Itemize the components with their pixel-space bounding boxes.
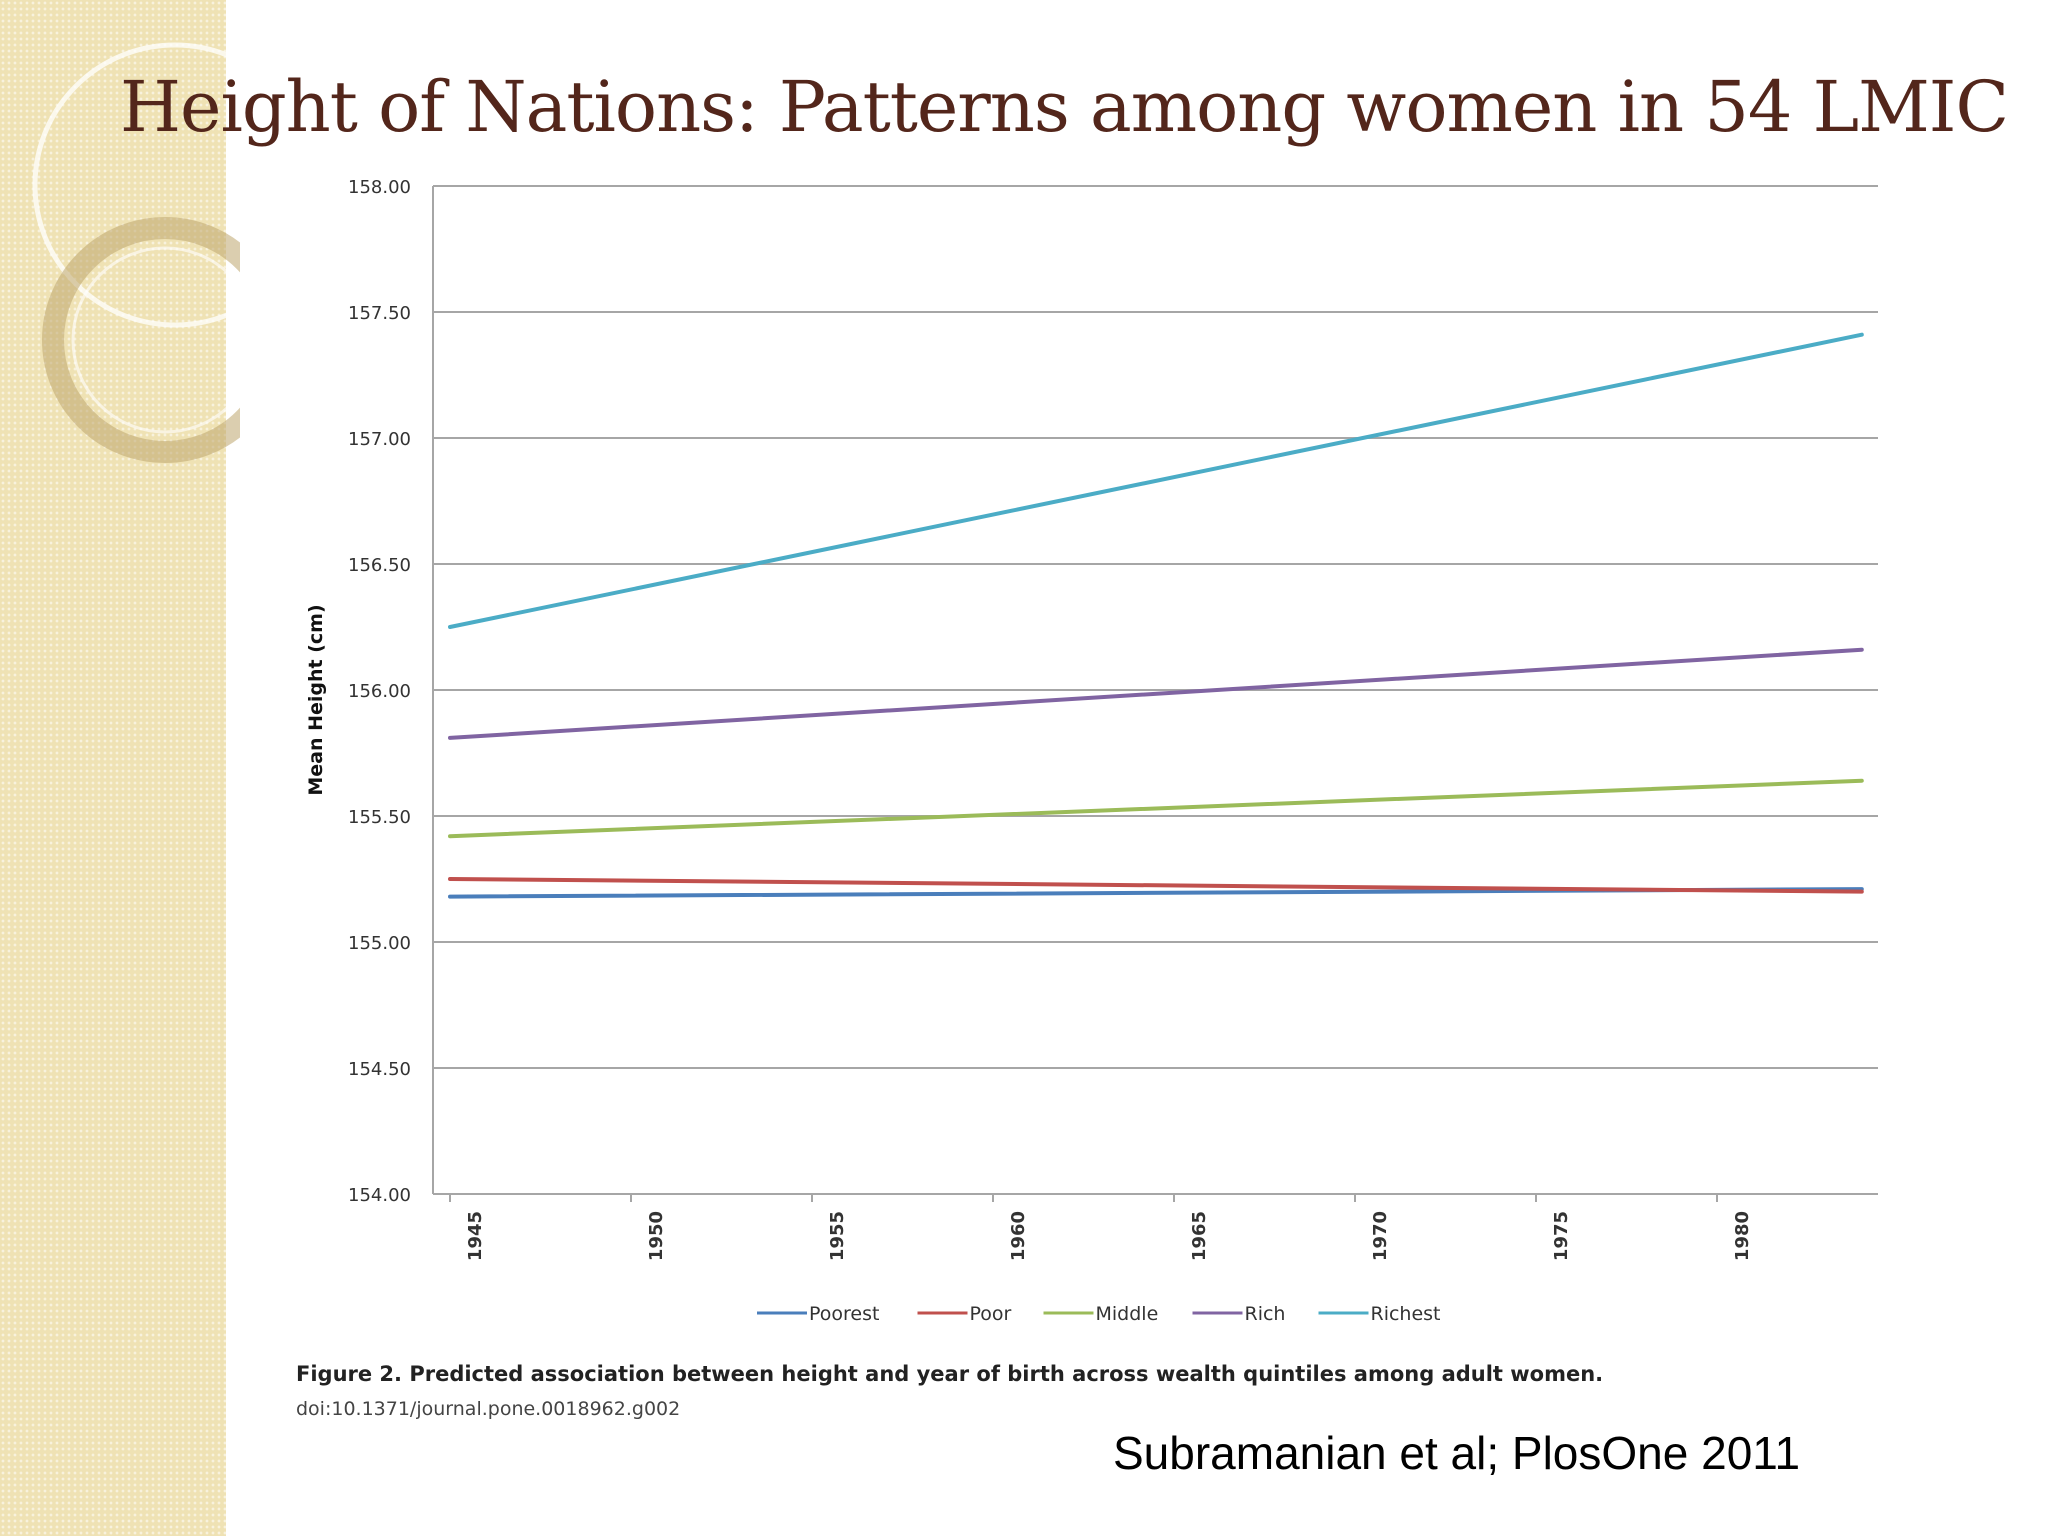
decorative-side-band xyxy=(0,0,226,1536)
citation: Subramanian et al; PlosOne 2011 xyxy=(1113,1427,1801,1479)
legend-label: Poor xyxy=(970,1303,1012,1325)
y-axis-label: Mean Height (cm) xyxy=(305,604,327,795)
series-line-richest xyxy=(448,332,1864,629)
y-tick-label: 158.00 xyxy=(348,177,411,198)
series-line-middle xyxy=(448,778,1864,839)
legend-label: Middle xyxy=(1096,1303,1159,1325)
y-tick-label: 157.50 xyxy=(348,303,411,324)
slide-title: Height of Nations: Patterns among women … xyxy=(120,66,2009,148)
legend-label: Richest xyxy=(1371,1303,1441,1325)
legend-label: Poorest xyxy=(809,1303,879,1325)
figure-doi: doi:10.1371/journal.pone.0018962.g002 xyxy=(296,1398,681,1420)
series-line-poor xyxy=(448,877,1864,894)
x-tick-label: 1970 xyxy=(1370,1211,1391,1261)
x-tick-label: 1950 xyxy=(646,1211,667,1261)
figure-caption: Figure 2. Predicted association between … xyxy=(296,1362,1604,1386)
x-tick-label: 1945 xyxy=(465,1211,486,1261)
y-tick-label: 156.50 xyxy=(348,555,411,576)
x-tick-label: 1965 xyxy=(1189,1211,1210,1261)
y-tick-label: 156.00 xyxy=(348,681,411,702)
series-line-rich xyxy=(448,647,1864,740)
x-tick-label: 1975 xyxy=(1551,1211,1572,1261)
legend-label: Rich xyxy=(1245,1303,1286,1325)
x-tick-label: 1960 xyxy=(1008,1211,1029,1261)
y-tick-label: 155.50 xyxy=(348,807,411,828)
y-tick-label: 157.00 xyxy=(348,429,411,450)
y-tick-label: 155.00 xyxy=(348,933,411,954)
y-tick-label: 154.00 xyxy=(348,1185,411,1206)
y-tick-label: 154.50 xyxy=(348,1059,411,1080)
x-tick-label: 1980 xyxy=(1732,1211,1753,1261)
decorative-rings xyxy=(32,42,240,463)
x-tick-label: 1955 xyxy=(827,1211,848,1261)
